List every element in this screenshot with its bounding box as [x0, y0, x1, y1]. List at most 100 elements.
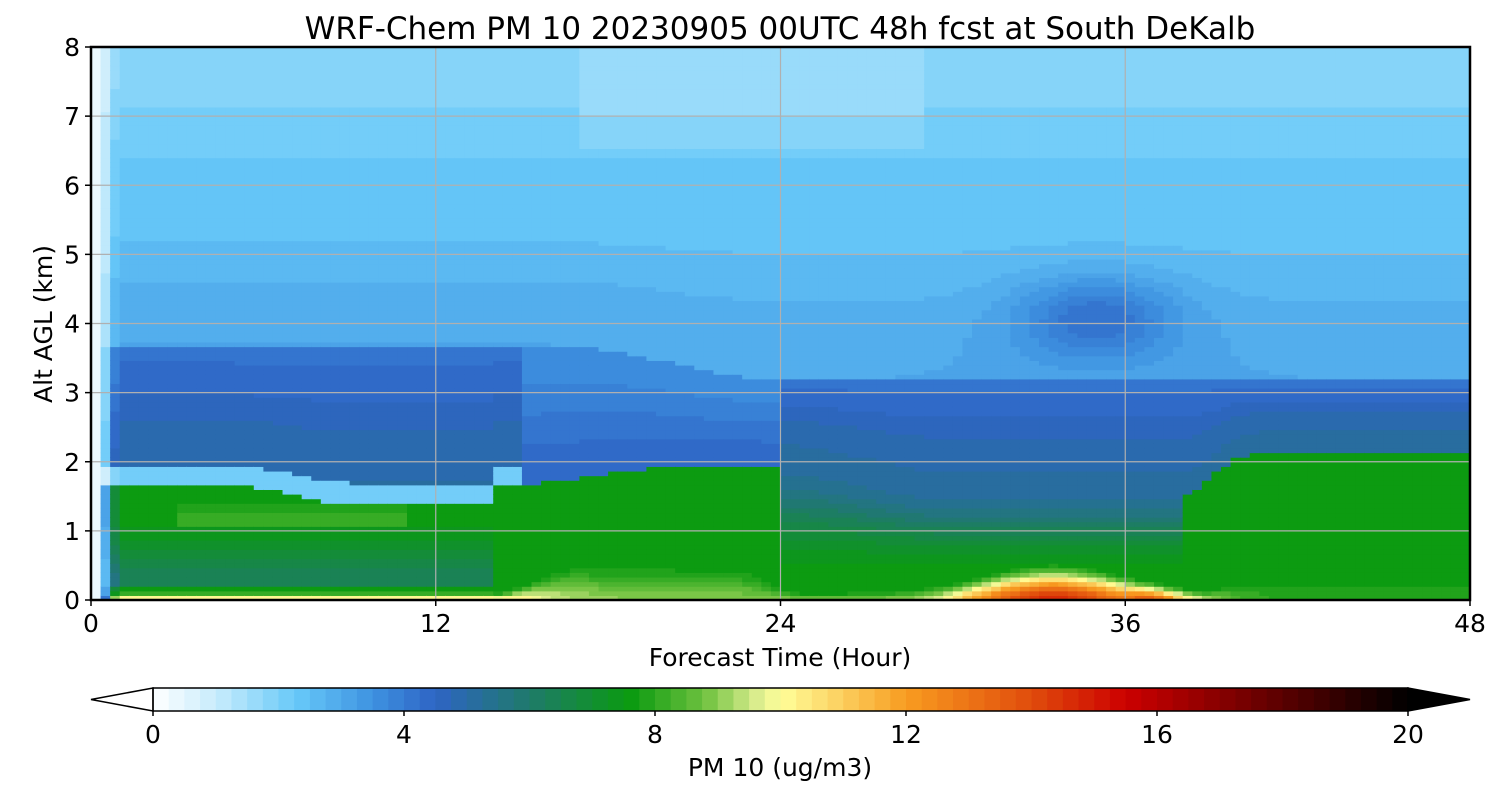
heatmap-cell: [311, 489, 321, 494]
heatmap-cell: [254, 259, 264, 264]
heatmap-cell: [311, 443, 321, 448]
heatmap-cell: [321, 443, 331, 448]
heatmap-cell: [254, 236, 264, 241]
heatmap-cell: [235, 194, 245, 199]
heatmap-cell: [235, 517, 245, 522]
heatmap-cell: [388, 185, 398, 190]
heatmap-cell: [254, 139, 264, 144]
heatmap-cell: [474, 116, 484, 121]
heatmap-cell: [158, 84, 168, 89]
heatmap-cell: [407, 549, 417, 554]
heatmap-cell: [196, 365, 206, 370]
heatmap-cell: [91, 328, 101, 333]
heatmap-cell: [196, 84, 206, 89]
heatmap-cell: [283, 411, 293, 416]
heatmap-cell: [417, 324, 427, 329]
heatmap-cell: [474, 324, 484, 329]
heatmap-cell: [263, 102, 273, 107]
heatmap-cell: [417, 314, 427, 319]
heatmap-cell: [378, 88, 388, 93]
heatmap-cell: [206, 402, 216, 407]
heatmap-cell: [292, 365, 302, 370]
heatmap-cell: [378, 522, 388, 527]
heatmap-cell: [196, 158, 206, 163]
heatmap-cell: [369, 79, 379, 84]
heatmap-cell: [455, 489, 465, 494]
heatmap-cell: [139, 116, 149, 121]
heatmap-cell: [273, 402, 283, 407]
heatmap-cell: [464, 365, 474, 370]
heatmap-cell: [206, 171, 216, 176]
heatmap-cell: [464, 79, 474, 84]
heatmap-cell: [445, 356, 455, 361]
heatmap-cell: [225, 397, 235, 402]
heatmap-cell: [129, 443, 139, 448]
heatmap-cell: [436, 204, 446, 209]
heatmap-cell: [426, 135, 436, 140]
heatmap-cell: [168, 545, 178, 550]
heatmap-cell: [129, 462, 139, 467]
heatmap-cell: [321, 236, 331, 241]
heatmap-cell: [196, 300, 206, 305]
heatmap-cell: [369, 572, 379, 577]
heatmap-cell: [340, 305, 350, 310]
heatmap-cell: [254, 429, 264, 434]
heatmap-cell: [340, 158, 350, 163]
heatmap-cell: [177, 158, 187, 163]
heatmap-cell: [187, 420, 197, 425]
heatmap-cell: [369, 259, 379, 264]
heatmap-cell: [273, 264, 283, 269]
heatmap-cell: [263, 337, 273, 342]
heatmap-cell: [244, 213, 254, 218]
heatmap-cell: [350, 448, 360, 453]
heatmap-cell: [120, 130, 130, 135]
heatmap-cell: [330, 208, 340, 213]
heatmap-cell: [369, 296, 379, 301]
heatmap-cell: [474, 310, 484, 315]
heatmap-cell: [330, 245, 340, 250]
heatmap-cell: [302, 416, 312, 421]
heatmap-cell: [350, 549, 360, 554]
heatmap-cell: [340, 171, 350, 176]
heatmap-cell: [91, 208, 101, 213]
heatmap-cell: [158, 591, 168, 596]
heatmap-cell: [283, 545, 293, 550]
heatmap-cell: [273, 508, 283, 513]
heatmap-cell: [283, 277, 293, 282]
heatmap-cell: [464, 268, 474, 273]
heatmap-cell: [359, 462, 369, 467]
heatmap-cell: [129, 540, 139, 545]
heatmap-cell: [120, 208, 130, 213]
heatmap-cell: [484, 287, 494, 292]
heatmap-cell: [283, 102, 293, 107]
heatmap-cell: [244, 218, 254, 223]
heatmap-cell: [120, 167, 130, 172]
heatmap-cell: [187, 559, 197, 564]
heatmap-cell: [158, 194, 168, 199]
heatmap-cell: [158, 531, 168, 536]
heatmap-cell: [187, 535, 197, 540]
heatmap-cell: [388, 190, 398, 195]
heatmap-cell: [378, 167, 388, 172]
heatmap-cell: [378, 365, 388, 370]
heatmap-cell: [321, 56, 331, 61]
heatmap-cell: [436, 448, 446, 453]
heatmap-cell: [417, 333, 427, 338]
heatmap-cell: [302, 116, 312, 121]
heatmap-cell: [340, 494, 350, 499]
heatmap-cell: [120, 402, 130, 407]
heatmap-cell: [215, 130, 225, 135]
heatmap-cell: [292, 406, 302, 411]
heatmap-cell: [445, 282, 455, 287]
heatmap-cell: [177, 107, 187, 112]
heatmap-cell: [263, 158, 273, 163]
heatmap-cell: [263, 572, 273, 577]
heatmap-cell: [148, 52, 158, 57]
heatmap-cell: [158, 222, 168, 227]
heatmap-cell: [235, 356, 245, 361]
heatmap-cell: [330, 420, 340, 425]
heatmap-cell: [445, 471, 455, 476]
heatmap-cell: [388, 199, 398, 204]
heatmap-cell: [168, 402, 178, 407]
heatmap-cell: [407, 268, 417, 273]
